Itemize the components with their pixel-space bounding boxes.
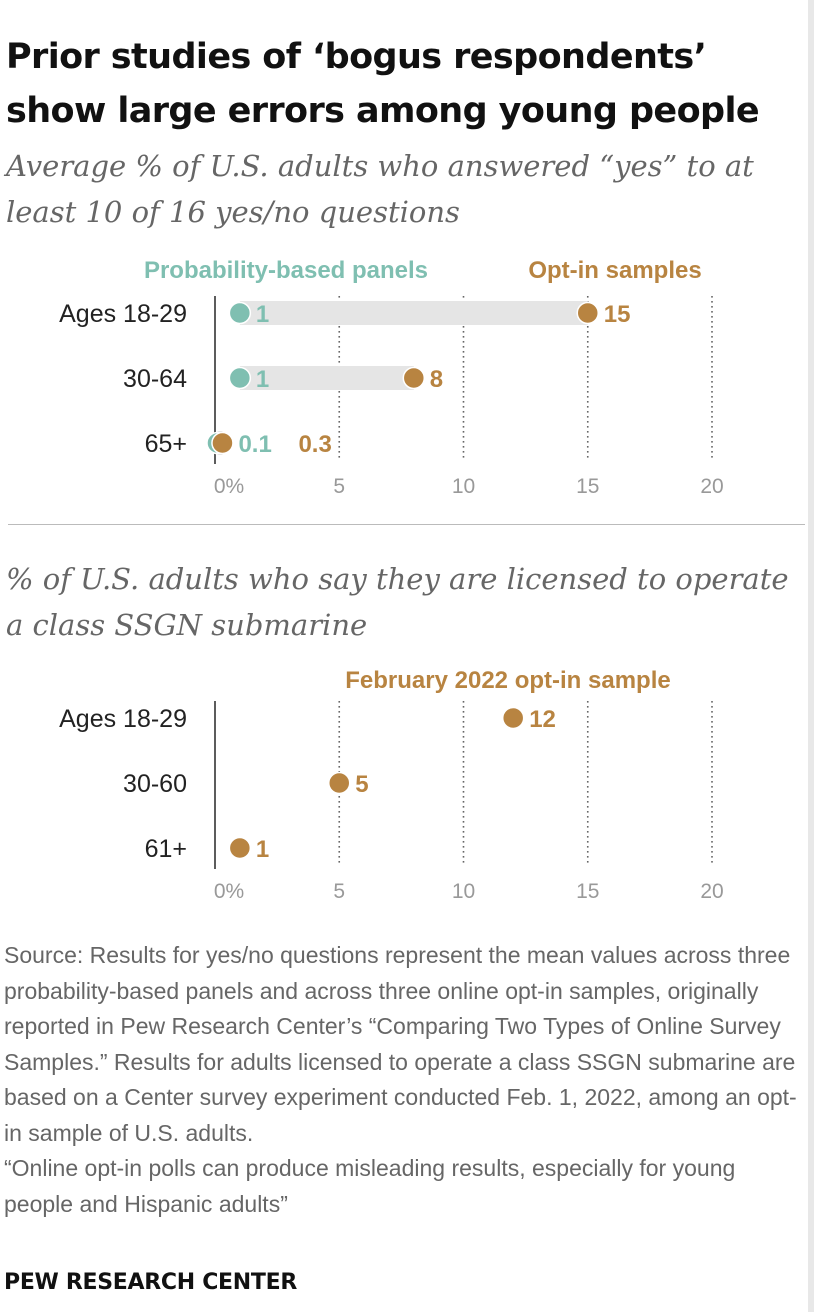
dot-probability-based-panels xyxy=(228,366,252,390)
legend-series-0: Probability-based panels xyxy=(144,257,428,284)
category-label: 30-60 xyxy=(123,770,187,798)
x-tick-label: 0% xyxy=(214,880,244,903)
dot-opt-in-samples xyxy=(576,301,599,325)
data-label: 15 xyxy=(604,301,631,328)
data-label: 1 xyxy=(256,836,269,863)
x-tick-label: 20 xyxy=(700,880,723,903)
section-divider xyxy=(8,524,805,525)
chart-title: Prior studies of ‘bogus respondents’ sho… xyxy=(6,37,760,131)
dot-february-2022-opt-in-sample xyxy=(328,771,351,795)
data-label: 1 xyxy=(256,301,269,328)
category-label: Ages 18-29 xyxy=(59,705,187,733)
x-tick-label: 5 xyxy=(333,880,345,903)
source-link-text[interactable]: “Online opt-in polls can produce mislead… xyxy=(4,1155,736,1217)
data-label: 12 xyxy=(529,706,556,733)
range-bar xyxy=(239,301,588,325)
dot-probability-based-panels xyxy=(228,301,252,325)
brand-logo-text: PEW RESEARCH CENTER xyxy=(4,1270,297,1295)
x-tick-label: 5 xyxy=(333,475,345,498)
legend-series-1: Opt-in samples xyxy=(528,257,701,284)
x-tick-label: 20 xyxy=(700,475,723,498)
dot-opt-in-samples xyxy=(211,431,234,455)
category-label: Ages 18-29 xyxy=(59,300,187,328)
category-label: 61+ xyxy=(145,835,187,863)
data-label: 1 xyxy=(256,366,269,393)
source-note: Source: Results for yes/no questions rep… xyxy=(4,938,804,1222)
legend-series-0: February 2022 opt-in sample xyxy=(345,667,670,694)
data-label: 0.3 xyxy=(298,431,331,458)
x-tick-label: 15 xyxy=(576,880,599,903)
chart1-plot: 0% 5 10 15 20 Probability-based panels Opt-in … xyxy=(59,257,724,498)
data-label: 8 xyxy=(430,366,443,393)
dot-february-2022-opt-in-sample xyxy=(228,836,252,860)
x-tick-label: 10 xyxy=(452,475,475,498)
category-label: 30-64 xyxy=(123,365,187,393)
x-tick-label: 10 xyxy=(452,880,475,903)
source-text: Source: Results for yes/no questions rep… xyxy=(4,942,797,1146)
x-tick-label: 0% xyxy=(214,475,244,498)
range-bar xyxy=(239,366,414,390)
data-label: 0.1 xyxy=(238,431,271,458)
right-edge-strip xyxy=(808,0,814,1312)
dot-opt-in-samples xyxy=(402,366,426,390)
dot-february-2022-opt-in-sample xyxy=(501,706,525,730)
category-label: 65+ xyxy=(145,430,187,458)
x-tick-label: 15 xyxy=(576,475,599,498)
chart1-subtitle: Average % of U.S. adults who answered “y… xyxy=(6,149,754,229)
data-label: 5 xyxy=(355,771,368,798)
chart2-subtitle: % of U.S. adults who say they are licens… xyxy=(6,562,789,642)
